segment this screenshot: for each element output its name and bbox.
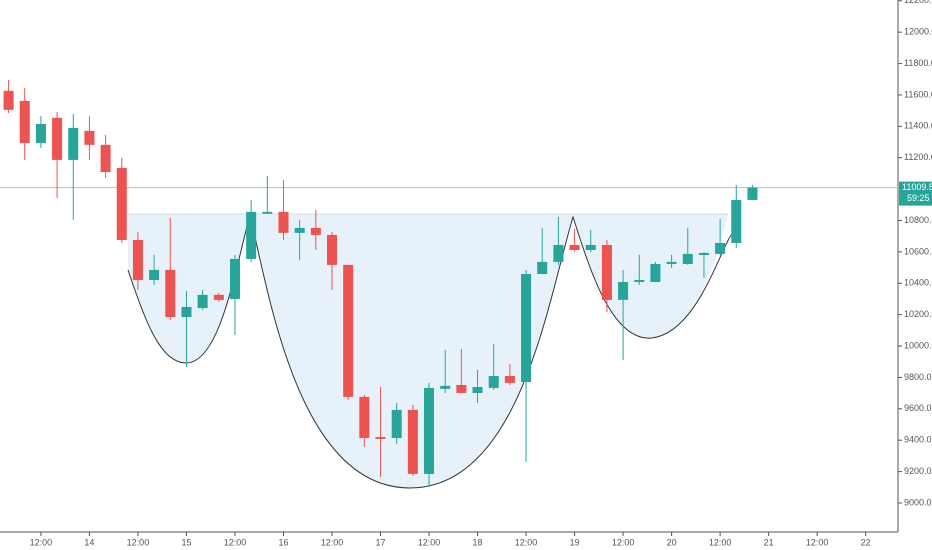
x-tick-label: 12:00: [515, 537, 538, 547]
y-tick-label: 9800.0: [904, 372, 932, 382]
y-tick-label: 11600.0: [904, 89, 932, 99]
candle-body: [553, 244, 564, 262]
candle-body: [715, 242, 726, 254]
candle-body: [35, 123, 46, 143]
candle-body: [666, 261, 677, 264]
y-tick-label: 12000.0: [904, 27, 932, 37]
candle-body: [618, 282, 629, 300]
candle-body: [197, 294, 208, 309]
y-tick-label: 11200.0: [904, 152, 932, 162]
x-tick-label: 18: [473, 537, 483, 547]
candle-body: [569, 244, 580, 250]
x-tick-label: 14: [84, 537, 94, 547]
last-price-box: [899, 181, 932, 206]
candle-body: [181, 306, 192, 318]
candle-body: [3, 90, 14, 110]
candle-body: [213, 294, 224, 300]
x-tick-label: 12:00: [224, 537, 247, 547]
candle-body: [343, 264, 354, 397]
candle-body: [456, 384, 467, 393]
candle-body: [601, 244, 612, 300]
y-tick-label: 10400.0: [904, 278, 932, 288]
candle-body: [440, 385, 451, 389]
candle-body: [229, 258, 240, 299]
y-tick-label: 11400.0: [904, 121, 932, 131]
y-tick-label: 10200.0: [904, 309, 932, 319]
candle-body: [391, 409, 402, 438]
candle-body: [521, 274, 532, 382]
x-tick-label: 12:00: [321, 537, 344, 547]
y-tick-label: 9600.0: [904, 403, 932, 413]
x-tick-label: 19: [570, 537, 580, 547]
x-tick-label: 22: [861, 537, 871, 547]
candle-body: [698, 252, 709, 256]
y-tick-label: 11800.0: [904, 58, 932, 68]
candle-body: [84, 130, 95, 145]
candle-body: [585, 244, 596, 250]
y-tick-label: 9400.0: [904, 435, 932, 445]
pattern-fill: [128, 214, 728, 488]
candle-body: [472, 386, 483, 393]
candle-body: [278, 211, 289, 233]
candle-body: [504, 376, 515, 383]
x-tick-label: 15: [181, 537, 191, 547]
candle-body: [310, 227, 321, 235]
candle-body: [682, 253, 693, 264]
candle-body: [424, 387, 435, 474]
pattern-curve: [127, 214, 735, 489]
candle-body: [407, 409, 418, 474]
x-tick-label: 16: [278, 537, 288, 547]
candle-body: [731, 199, 742, 243]
candle-body: [294, 227, 305, 233]
candle-body: [634, 279, 645, 283]
candle-body: [116, 167, 127, 240]
x-tick-label: 12:00: [127, 537, 150, 547]
x-tick-label: 21: [764, 537, 774, 547]
candle-body: [488, 376, 499, 388]
candle-body: [262, 211, 273, 214]
candle-body: [52, 117, 63, 160]
candle-body: [68, 127, 79, 160]
y-tick-label: 10800.0: [904, 215, 932, 225]
candle-body: [375, 437, 386, 439]
candle-body: [132, 239, 143, 280]
x-tick-label: 12:00: [30, 537, 53, 547]
candle-body: [359, 396, 370, 438]
y-tick-label: 12200.0: [904, 0, 932, 5]
x-tick-label: 12:00: [612, 537, 635, 547]
candle-body: [747, 187, 758, 200]
x-tick-label: 20: [667, 537, 677, 547]
candle-body: [149, 269, 160, 280]
x-tick-label: 12:00: [709, 537, 732, 547]
candle-body: [19, 100, 30, 143]
countdown-label: 59:25: [907, 193, 930, 203]
candle-body: [100, 144, 111, 172]
x-tick-label: 17: [376, 537, 386, 547]
candle-body: [165, 269, 176, 318]
candle-body: [537, 261, 548, 275]
y-tick-label: 10600.0: [904, 246, 932, 256]
candle-body: [246, 211, 257, 259]
candle-body: [650, 263, 661, 283]
x-tick-label: 12:00: [806, 537, 829, 547]
y-tick-label: 10000.0: [904, 340, 932, 350]
y-tick-label: 9000.0: [904, 497, 932, 507]
candle-body: [326, 234, 338, 265]
y-tick-label: 9200.0: [904, 466, 932, 476]
last-price-label: 11009.5: [902, 182, 932, 192]
x-tick-label: 12:00: [418, 537, 441, 547]
